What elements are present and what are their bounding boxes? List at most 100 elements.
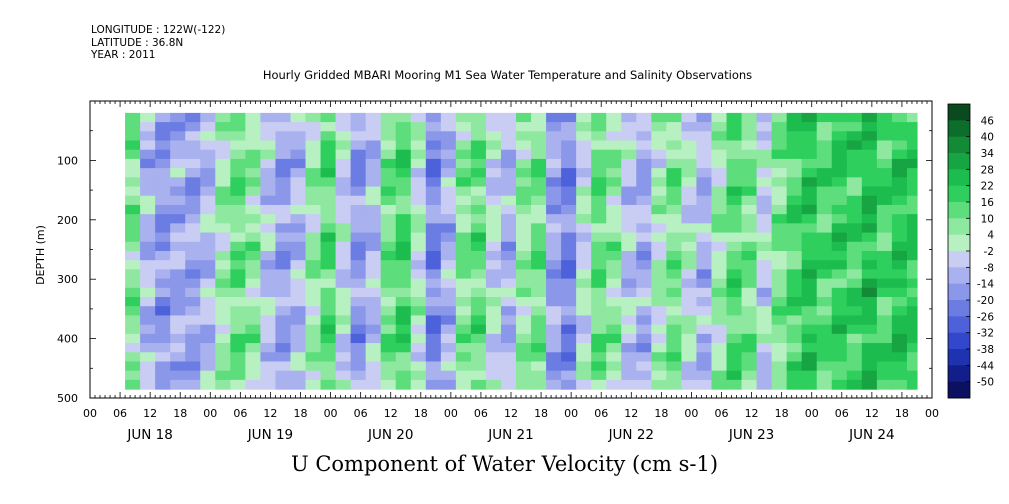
heatmap-cell — [170, 250, 186, 261]
heatmap-cell — [455, 112, 472, 123]
heatmap-cell — [410, 297, 427, 307]
heatmap-cell — [531, 168, 547, 178]
heatmap-cell — [831, 140, 848, 151]
heatmap-cell — [350, 352, 367, 363]
heatmap-cell — [546, 361, 562, 372]
heatmap-cell — [275, 149, 292, 160]
x-hour-label: 00 — [444, 407, 458, 420]
heatmap-cell — [756, 149, 773, 160]
heatmap-cell — [335, 195, 352, 206]
heatmap-cell — [711, 186, 728, 197]
heatmap-cell — [801, 177, 818, 188]
heatmap-cell — [320, 177, 337, 188]
heatmap-cell — [365, 269, 382, 280]
heatmap-cell — [200, 343, 216, 353]
heatmap-cell — [876, 361, 893, 372]
heatmap-cell — [531, 177, 547, 188]
heatmap-cell — [666, 112, 683, 123]
heatmap-cell — [831, 324, 848, 335]
heatmap-cell — [711, 370, 728, 381]
heatmap-cell — [696, 122, 713, 132]
heatmap-cell — [576, 306, 592, 317]
heatmap-cell — [395, 168, 412, 178]
heatmap-cell — [185, 315, 201, 326]
heatmap-cell — [876, 232, 893, 243]
heatmap-cell — [320, 260, 337, 270]
heatmap-cell — [606, 379, 622, 390]
heatmap-cell — [200, 112, 216, 123]
heatmap-cell — [290, 370, 307, 381]
heatmap-cell — [425, 361, 442, 372]
heatmap-cell — [906, 232, 918, 243]
heatmap-cell — [606, 232, 622, 243]
heatmap-cell — [846, 131, 863, 142]
heatmap-cell — [876, 122, 893, 132]
heatmap-cell — [651, 177, 667, 188]
heatmap-cell — [125, 379, 141, 390]
heatmap-cell — [561, 223, 577, 234]
heatmap-cell — [470, 379, 487, 390]
heatmap-cell — [516, 324, 532, 335]
colorbar-swatch — [948, 234, 970, 252]
heatmap-cell — [606, 195, 622, 206]
heatmap-cell — [215, 379, 231, 390]
heatmap-cell — [756, 379, 773, 390]
heatmap-cell — [906, 177, 918, 188]
colorbar-label: -50 — [977, 377, 994, 389]
heatmap-cell — [681, 306, 698, 317]
heatmap-cell — [891, 287, 908, 298]
heatmap-cell — [726, 379, 743, 390]
heatmap-cell — [786, 260, 803, 270]
heatmap-cell — [576, 297, 592, 307]
heatmap-cell — [380, 158, 397, 169]
heatmap-cell — [546, 204, 562, 215]
heatmap-cell — [185, 186, 201, 197]
heatmap-cell — [876, 306, 893, 317]
heatmap-cell — [546, 306, 562, 317]
heatmap-cell — [876, 333, 893, 344]
heatmap-cell — [801, 343, 818, 353]
heatmap-cell — [696, 177, 713, 188]
heatmap-cell — [380, 370, 397, 381]
heatmap-cell — [455, 204, 472, 215]
heatmap-cell — [425, 241, 442, 252]
heatmap-cell — [470, 260, 487, 270]
heatmap-cell — [320, 278, 337, 289]
heatmap-cell — [591, 333, 607, 344]
heatmap-cell — [350, 324, 367, 335]
heatmap-cell — [771, 315, 788, 326]
heatmap-cell — [816, 204, 833, 215]
heatmap-cell — [350, 379, 367, 390]
heatmap-cell — [891, 195, 908, 206]
heatmap-cell — [516, 112, 532, 123]
heatmap-cell — [470, 112, 487, 123]
heatmap-cell — [140, 195, 156, 206]
heatmap-cell — [500, 122, 517, 132]
heatmap-cell — [666, 343, 683, 353]
heatmap-cell — [470, 297, 487, 307]
heatmap-cell — [200, 324, 216, 335]
heatmap-cell — [516, 260, 532, 270]
heatmap-cell — [906, 168, 918, 178]
heatmap-cell — [185, 195, 201, 206]
heatmap-cell — [140, 250, 156, 261]
heatmap-cell — [305, 352, 322, 363]
heatmap-cell — [726, 250, 743, 261]
heatmap-cell — [470, 232, 487, 243]
heatmap-cell — [500, 287, 517, 298]
heatmap-cell — [696, 214, 713, 224]
colorbar-swatch — [948, 381, 970, 399]
heatmap-cell — [350, 287, 367, 298]
heatmap-cell — [260, 131, 277, 142]
heatmap-cell — [200, 177, 216, 188]
heatmap-cell — [365, 140, 382, 151]
heatmap-cell — [726, 204, 743, 215]
heatmap-cell — [756, 269, 773, 280]
heatmap-cell — [666, 260, 683, 270]
heatmap-cell — [260, 140, 277, 151]
heatmap-cell — [140, 278, 156, 289]
heatmap-cell — [891, 241, 908, 252]
heatmap-cell — [546, 315, 562, 326]
heatmap-cell — [906, 379, 918, 390]
heatmap-cell — [200, 278, 216, 289]
